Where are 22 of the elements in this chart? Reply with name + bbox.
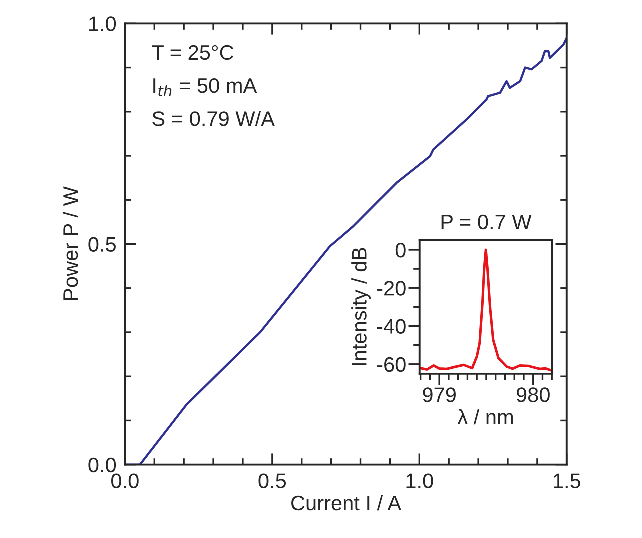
x-tick-label: 0.0: [112, 474, 139, 488]
x-tick-label: 1.5: [554, 474, 580, 488]
y-axis-title: Power P / W: [62, 186, 78, 300]
y-tick-label: 0.5: [88, 237, 116, 252]
y-tick-label: -40: [377, 319, 406, 334]
annotation: S = 0.79 W/A: [152, 111, 275, 126]
x-tick-label: 980: [516, 388, 550, 402]
line-series: [420, 248, 552, 372]
y-tick-label: 0.0: [88, 458, 116, 473]
x-tick-label: 0.5: [258, 474, 286, 488]
x-axis-title: Current I / A: [292, 495, 402, 511]
y-tick-label: -20: [377, 281, 406, 296]
y-tick-label: 0: [396, 243, 406, 258]
y-axis-title: Intensity / dB: [352, 248, 372, 366]
annotation: T = 25°C: [152, 45, 234, 60]
x-tick-label: 1.0: [406, 474, 434, 488]
chart-title: P = 0.7 W: [442, 214, 532, 230]
x-axis-title: λ / nm: [458, 409, 513, 425]
y-tick-label: -60: [377, 357, 406, 372]
x-tick-label: 979: [423, 388, 456, 402]
y-tick-label: 1.0: [89, 16, 116, 32]
annotation: I$_{th}$ = 50 mA: [154, 78, 258, 96]
